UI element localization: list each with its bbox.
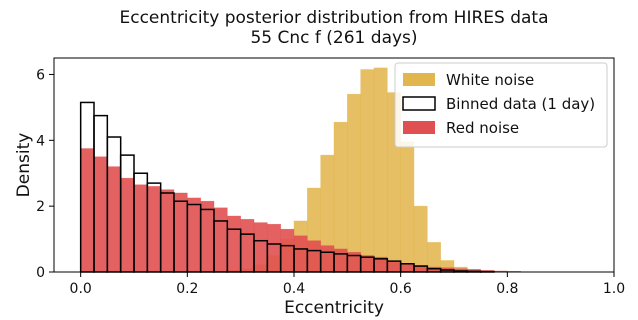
- legend-label-red-noise: Red noise: [446, 119, 519, 137]
- red-noise-bar-18: [320, 245, 335, 273]
- y-tick-label-1: 2: [36, 199, 45, 215]
- chart-title: Eccentricity posterior distribution from…: [119, 8, 548, 28]
- red-noise-bar-11: [227, 215, 241, 273]
- legend-label-white-noise: White noise: [446, 71, 534, 89]
- legend-swatch-binned-data: [402, 96, 436, 111]
- red-noise-bar-16: [293, 235, 308, 273]
- red-noise-bar-23: [387, 261, 401, 273]
- x-tick-label-5: 1.0: [603, 281, 625, 297]
- plot-frame: [53, 57, 615, 273]
- red-noise-bar-2: [107, 166, 121, 273]
- legend-label-binned-data: Binned data (1 day): [446, 95, 595, 113]
- red-noise-bar-19: [333, 248, 348, 273]
- red-noise-bar-24: [400, 263, 415, 273]
- red-noise-bar-12: [240, 219, 255, 273]
- red-noise-bar-1: [93, 156, 108, 273]
- red-noise-bar-15: [280, 228, 295, 273]
- x-tick-label-2: 0.4: [283, 281, 305, 297]
- legend: White noise Binned data (1 day) Red nois…: [394, 62, 608, 148]
- legend-swatch-red-noise: [403, 121, 435, 134]
- legend-box: [394, 62, 608, 148]
- red-noise-bar-3: [120, 177, 135, 273]
- red-noise-bar-7: [173, 192, 188, 273]
- y-tick-label-2: 4: [36, 133, 45, 149]
- y-axis-ticks: 0 2 4 6: [36, 67, 54, 281]
- red-noise-bar-4: [133, 184, 148, 273]
- white-noise-bar-22: [373, 67, 388, 273]
- red-noise-bar-9: [200, 200, 215, 273]
- x-tick-label-0: 0.0: [70, 281, 92, 297]
- white-noise-bar-25: [413, 205, 428, 273]
- y-axis-label: Density: [14, 133, 34, 198]
- red-noise-bar-6: [160, 189, 175, 273]
- red-noise-bar-21: [360, 255, 375, 273]
- red-noise-bar-10: [213, 207, 228, 273]
- chart-subtitle: 55 Cnc f (261 days): [250, 28, 417, 48]
- white-noise-bar-24: [400, 141, 415, 273]
- red-noise-bar-17: [307, 240, 321, 273]
- red-noise-bar-14: [267, 223, 281, 273]
- white-noise-bar-21: [360, 69, 375, 273]
- white-noise-bar-20: [347, 93, 361, 273]
- x-tick-label-3: 0.6: [390, 281, 412, 297]
- y-tick-label-3: 6: [36, 67, 45, 83]
- x-axis-ticks: 0.0 0.2 0.4 0.6 0.8 1.0: [70, 272, 625, 297]
- red-noise-bar-5: [147, 186, 161, 273]
- x-axis-label: Eccentricity: [284, 298, 384, 318]
- legend-swatch-white-noise: [403, 73, 435, 86]
- x-tick-label-1: 0.2: [176, 281, 198, 297]
- x-tick-label-4: 0.8: [496, 281, 518, 297]
- y-tick-label-0: 0: [36, 265, 45, 281]
- red-noise-bar-8: [187, 197, 201, 273]
- red-noise-bar-13: [253, 222, 268, 273]
- red-noise-bar-0: [80, 148, 95, 273]
